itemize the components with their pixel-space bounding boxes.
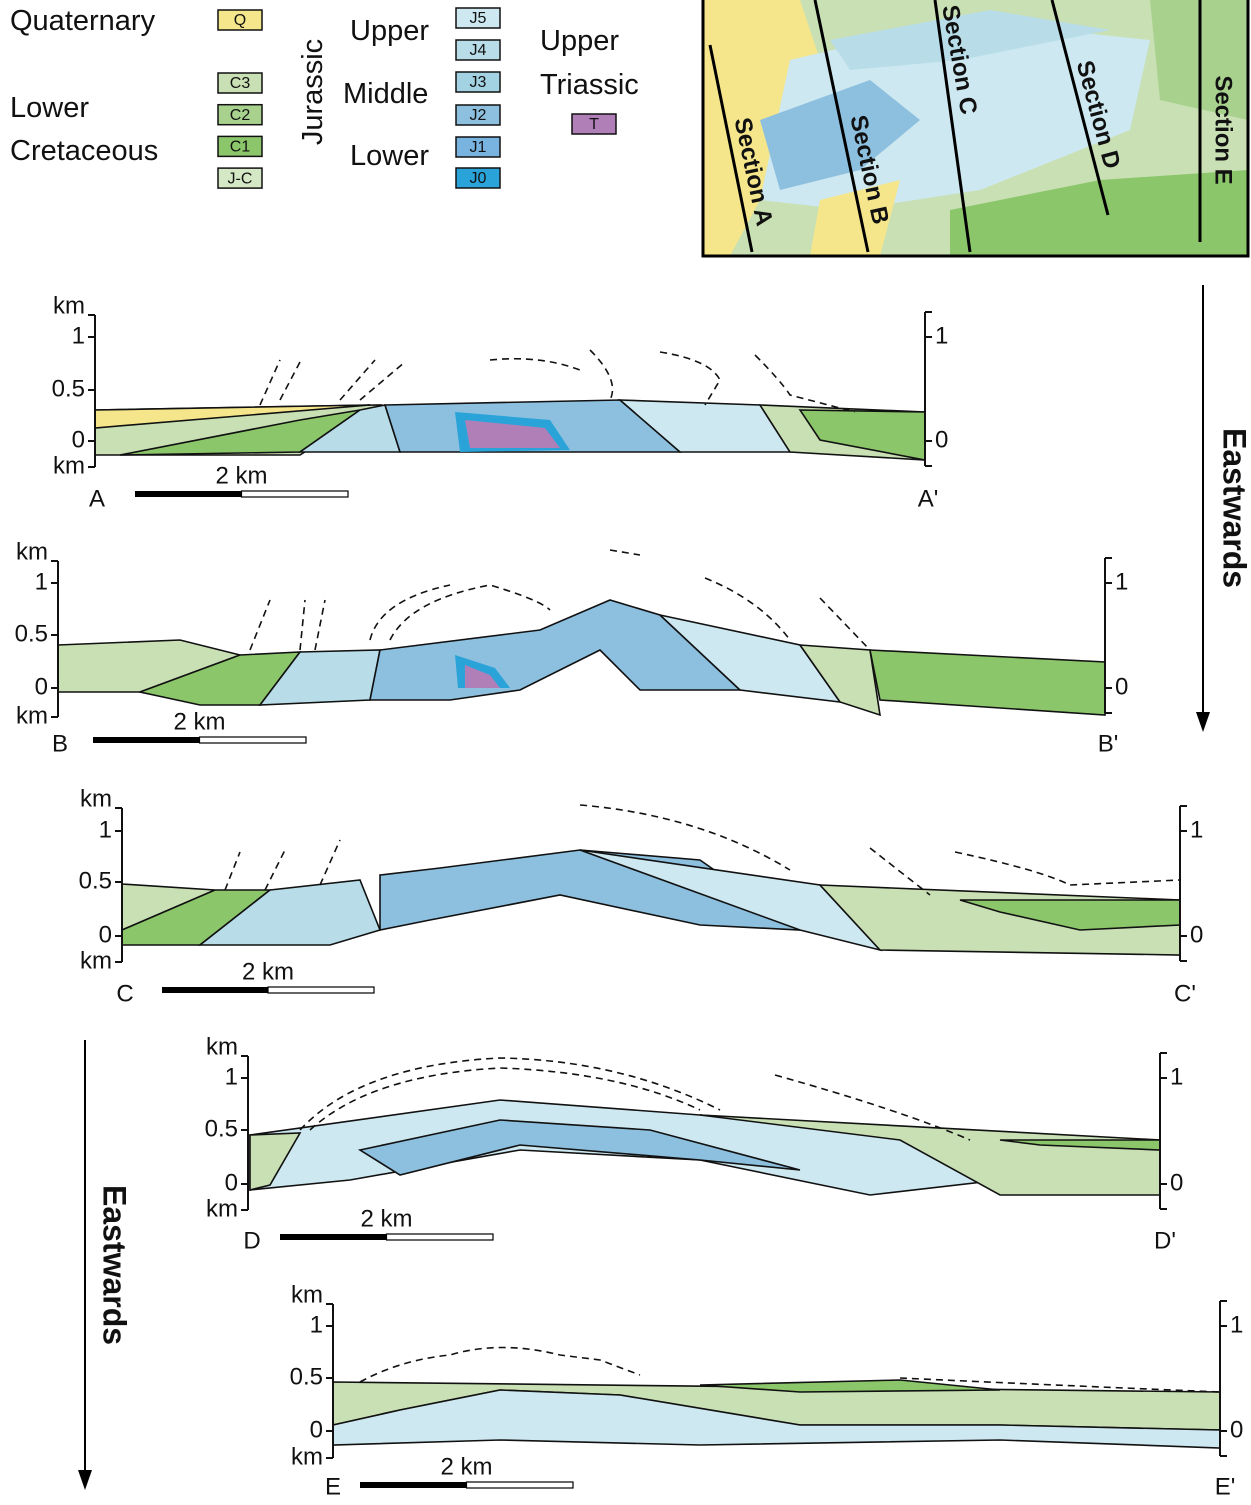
axis-label: km [291,1443,323,1470]
arrow-label: Eastwards [97,1185,133,1345]
legend-unit: J0 [470,170,487,187]
axis-label: 1 [1230,1311,1243,1338]
axis-label: 1 [72,322,85,349]
axis-label: 0 [935,426,948,453]
scale-bar [467,1482,574,1488]
axis-label: 0 [1115,673,1128,700]
scale-bar [200,737,307,743]
legend-label: Triassic [540,69,639,101]
cross-section [122,805,1180,955]
scale-label: 2 km [242,958,294,985]
axis-label: km [291,1281,323,1308]
scale-label: 2 km [360,1205,412,1232]
legend-label: Lower [350,140,429,172]
axis-label: 1 [310,1311,323,1338]
page: {"legend": { "quaternary": {"label": "Qu… [0,0,1251,1500]
axis-label: 1 [1115,568,1128,595]
axis-label: 0 [35,673,48,700]
cross-section [333,1348,1220,1449]
cross-section [58,550,1105,715]
scale-label: 2 km [440,1453,492,1480]
axis-label: km [80,785,112,812]
axis-label: 1 [99,816,112,843]
legend-label: Jurassic [297,39,329,145]
scale-bar [387,1234,494,1240]
axis-label: km [16,538,48,565]
axis-label: km [206,1195,238,1222]
legend-label: Upper [540,25,619,57]
map-label: Section E [1210,75,1237,184]
scale-bar [242,491,349,497]
scale-label: 2 km [173,708,225,735]
section-end: E' [1215,1473,1236,1500]
section-start: A [89,485,105,512]
geology [370,600,740,700]
legend-unit: C3 [230,75,251,92]
axis-label: 0.5 [79,867,112,894]
legend-label: Cretaceous [10,135,158,167]
legend-unit: J1 [470,139,487,156]
section-end: C' [1174,980,1196,1007]
section-start: D [243,1227,260,1254]
map: Section A Section B Section C Section D … [703,0,1248,256]
axis-label: km [53,292,85,319]
scale-bar [268,987,374,993]
axis-label: km [16,702,48,729]
legend-label: Middle [343,78,428,110]
legend-unit: J4 [470,42,487,59]
legend-unit: Q [234,12,246,29]
arrow-label: Eastwards [1217,428,1251,588]
cross-section [95,350,925,460]
axis-label: km [206,1033,238,1060]
cross-section [250,1058,1160,1195]
geology [870,650,1105,715]
axis-label: 0.5 [290,1363,323,1390]
legend-label: Quaternary [10,5,156,37]
legend-label: Upper [350,15,429,47]
legend-unit: J5 [470,10,487,27]
legend-label: Lower [10,92,89,124]
legend-unit: T [589,116,599,133]
axis-label: 1 [35,568,48,595]
axis-label: km [53,452,85,479]
axis-label: 1 [1170,1063,1183,1090]
legend: Quaternary Lower Cretaceous Jurassic Upp… [10,5,639,172]
axis-label: 0.5 [52,375,85,402]
axis-label: 0 [1190,921,1203,948]
figure: Quaternary Lower Cretaceous Jurassic Upp… [0,0,1251,1500]
arrow-head [78,1470,92,1490]
section-start: C [116,980,133,1007]
axis-label: 1 [1190,816,1203,843]
legend-unit: J3 [470,74,487,91]
scale-bar [93,737,200,743]
axis-label: 0 [310,1416,323,1443]
scale-bar [135,491,242,497]
axis-label: 0 [225,1169,238,1196]
axis-label: 1 [225,1063,238,1090]
section-end: B' [1098,730,1119,757]
legend-unit: J-C [228,170,253,187]
axis-label: km [80,947,112,974]
scale-bar [162,987,268,993]
legend-unit: C1 [230,139,251,156]
legend-unit: C2 [230,107,251,124]
axis-label: 0 [1230,1416,1243,1443]
axis-label: 0.5 [205,1115,238,1142]
axis-label: 0 [99,921,112,948]
axis-label: 0 [72,426,85,453]
axis-label: 0 [1170,1169,1183,1196]
legend-unit: J2 [470,107,487,124]
axis-label: 1 [935,322,948,349]
section-start: E [325,1473,341,1500]
axis-label: 0.5 [15,620,48,647]
scale-bar [280,1234,387,1240]
section-end: D' [1154,1227,1176,1254]
section-end: A' [918,485,939,512]
arrow-head [1196,712,1210,732]
section-start: B [52,730,68,757]
scale-label: 2 km [215,462,267,489]
scale-bar [360,1482,467,1488]
